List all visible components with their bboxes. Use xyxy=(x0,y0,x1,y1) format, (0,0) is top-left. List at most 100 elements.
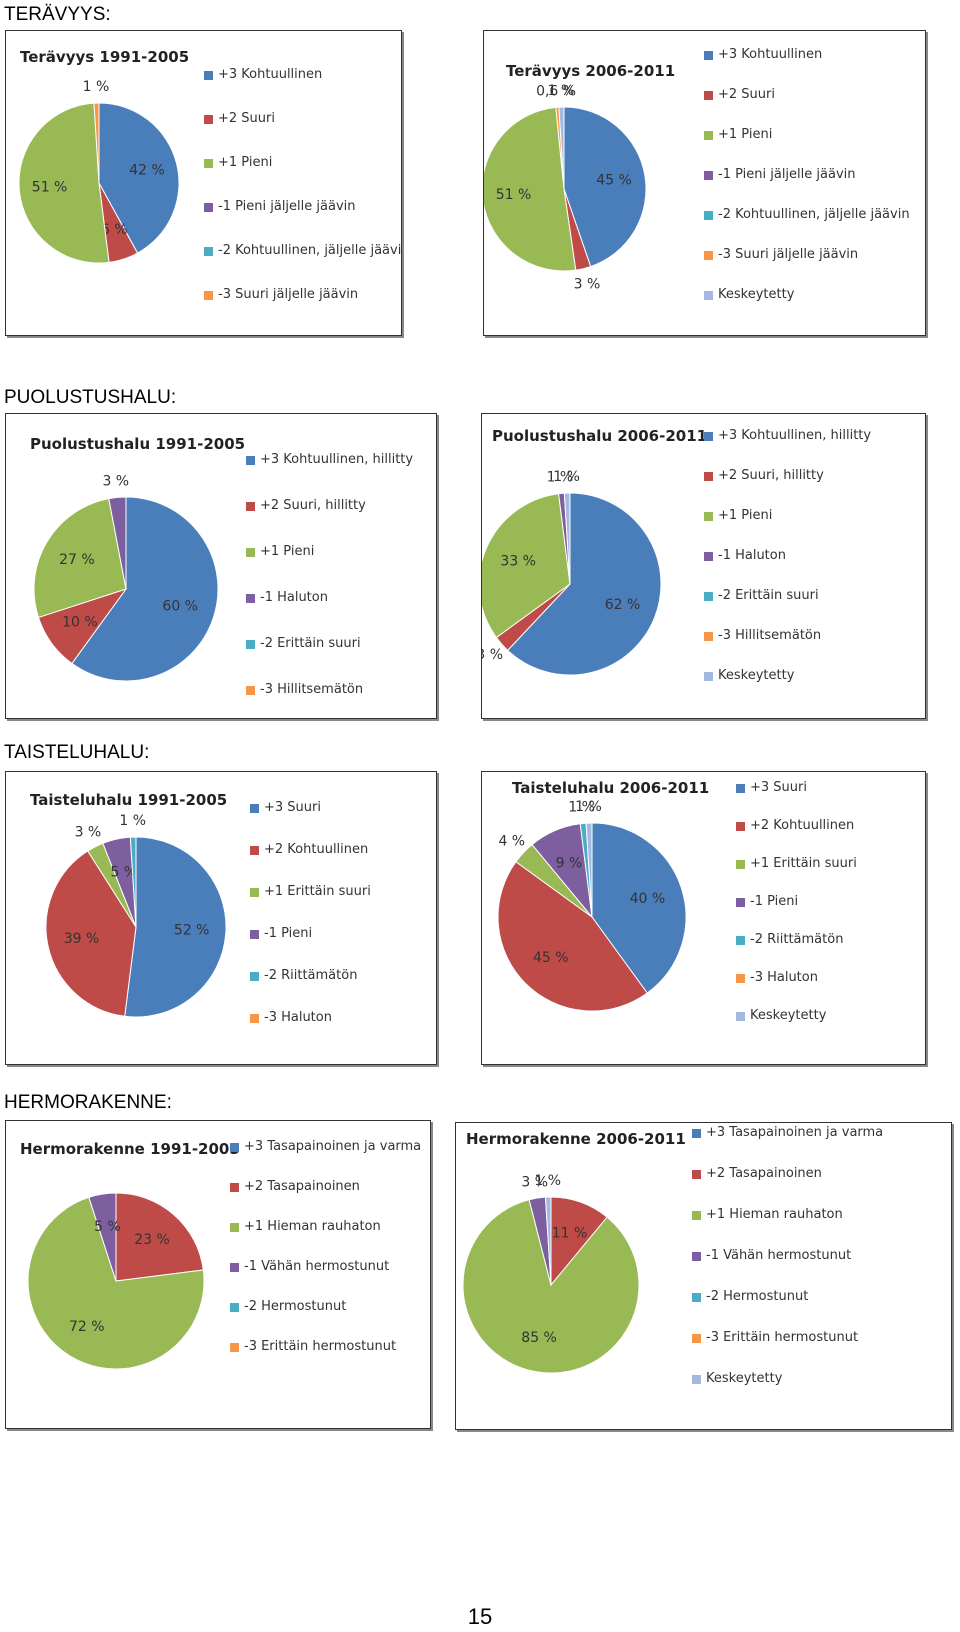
chart-title: Hermorakenne 2006-2011 xyxy=(466,1130,686,1148)
legend-swatch xyxy=(704,432,713,441)
legend-swatch xyxy=(250,930,259,939)
legend-label: -2 Hermostunut xyxy=(244,1299,346,1314)
legend-label: +3 Suuri xyxy=(264,800,321,815)
legend-label: +2 Tasapainoinen xyxy=(244,1179,360,1194)
data-label: 39 % xyxy=(64,931,100,947)
legend-swatch xyxy=(246,594,255,603)
pie-slice xyxy=(27,1196,205,1370)
legend-swatch xyxy=(246,640,255,649)
legend-swatch xyxy=(230,1303,239,1312)
pie-slice xyxy=(18,102,110,264)
legend-label: +2 Suuri xyxy=(218,111,275,126)
data-label: 10 % xyxy=(62,615,98,631)
legend-label: +2 Kohtuullinen xyxy=(264,842,368,857)
legend-swatch xyxy=(250,804,259,813)
data-label: 11 % xyxy=(552,1226,588,1242)
pie-svg: Terävyys 2006-2011 45 % 3 % 51 % 0,6 %1 % +3 … xyxy=(484,47,910,302)
legend-label: -1 Vähän hermostunut xyxy=(244,1259,389,1274)
legend-label: -1 Vähän hermostunut xyxy=(706,1248,851,1263)
legend-label: -1 Haluton xyxy=(260,590,328,605)
legend-swatch xyxy=(692,1170,701,1179)
pie-svg: Hermorakenne 2006-2011 11 % 85 % 3 %1 % +3 T… xyxy=(462,1125,883,1386)
legend-label: +3 Tasapainoinen ja varma xyxy=(706,1125,883,1140)
legend-swatch xyxy=(704,472,713,481)
section-title-taisteluhalu: TAISTELUHALU: xyxy=(4,742,150,763)
legend-swatch xyxy=(250,846,259,855)
legend-label: +1 Pieni xyxy=(718,127,772,142)
chart-teravyys-1991-2005: Terävyys 1991-2005 42 % 6 % 51 % 1 % +3 Kohtu… xyxy=(5,30,402,336)
legend-label: -1 Pieni jäljelle jäävin xyxy=(218,199,355,214)
data-label: 1 % xyxy=(568,800,595,816)
pie-slice xyxy=(558,106,565,190)
data-label: 45 % xyxy=(533,950,569,966)
legend-swatch xyxy=(692,1334,701,1343)
pie-svg: Taisteluhalu 2006-2011 40 % 45 % 4 % 9 % 1 %1… xyxy=(497,779,857,1023)
data-label: 72 % xyxy=(69,1319,105,1335)
pie-slice xyxy=(482,493,571,639)
data-label: 27 % xyxy=(59,552,95,568)
data-label: 51 % xyxy=(496,187,532,203)
legend-label: Keskeytetty xyxy=(718,668,795,683)
legend-swatch xyxy=(230,1223,239,1232)
chart-puolustushalu-2006-2011: Puolustushalu 2006-2011 62 % 3 % 33 % 1 %1 %… xyxy=(481,413,926,719)
pie-svg: Puolustushalu 1991-2005 60 % 10 % 27 % 3 % +3… xyxy=(30,435,413,697)
legend-label: -3 Suuri jäljelle jäävin xyxy=(218,287,358,302)
legend-label: +1 Pieni xyxy=(218,155,272,170)
legend-label: -3 Haluton xyxy=(264,1010,332,1025)
pie-slice xyxy=(563,106,647,268)
legend-swatch xyxy=(736,898,745,907)
data-label: 62 % xyxy=(605,597,641,613)
data-label: 23 % xyxy=(134,1232,170,1248)
data-label: 1 % xyxy=(83,79,110,95)
pie-slice xyxy=(484,106,577,272)
legend-label: -3 Hillitsemätön xyxy=(718,628,821,643)
legend-swatch xyxy=(736,936,745,945)
legend-label: -1 Pieni jäljelle jäävin xyxy=(718,167,855,182)
pie-svg: Hermorakenne 1991-2005 23 % 72 % 5 % +3 Tasa… xyxy=(20,1139,421,1370)
data-label: 51 % xyxy=(32,180,68,196)
pie-slice xyxy=(563,492,571,585)
legend-swatch xyxy=(736,974,745,983)
legend-swatch xyxy=(704,672,713,681)
pie-slice xyxy=(585,822,593,918)
pie-slice xyxy=(98,102,180,254)
legend-label: +2 Suuri, hillitty xyxy=(718,468,824,483)
legend-swatch xyxy=(230,1343,239,1352)
chart-puolustushalu-1991-2005: Puolustushalu 1991-2005 60 % 10 % 27 % 3 % +3… xyxy=(5,413,437,719)
data-label: 33 % xyxy=(500,554,536,570)
legend-swatch xyxy=(246,548,255,557)
pie-slice xyxy=(88,1192,117,1282)
legend-swatch xyxy=(204,71,213,80)
legend-swatch xyxy=(704,592,713,601)
data-label: 60 % xyxy=(162,599,198,615)
pie-slice xyxy=(497,861,648,1012)
pie-slice xyxy=(108,496,127,590)
legend-label: -3 Hillitsemätön xyxy=(260,682,363,697)
data-label: 5 % xyxy=(94,1219,121,1235)
legend-swatch xyxy=(704,251,713,260)
chart-title: Puolustushalu 2006-2011 xyxy=(492,427,707,445)
pie-svg: Taisteluhalu 1991-2005 52 % 39 % 3 % 5 % 1 % +… xyxy=(30,791,371,1025)
legend-label: +2 Suuri, hillitty xyxy=(260,498,366,513)
legend-label: +2 Kohtuullinen xyxy=(750,818,854,833)
legend-swatch xyxy=(692,1129,701,1138)
legend-swatch xyxy=(692,1211,701,1220)
legend-label: Keskeytetty xyxy=(750,1008,827,1023)
legend-swatch xyxy=(204,203,213,212)
legend-swatch xyxy=(736,860,745,869)
pie-slice xyxy=(129,836,137,928)
legend-label: -2 Hermostunut xyxy=(706,1289,808,1304)
legend-swatch xyxy=(246,686,255,695)
legend-swatch xyxy=(704,552,713,561)
legend-swatch xyxy=(692,1375,701,1384)
legend-swatch xyxy=(704,211,713,220)
legend-label: +3 Kohtuullinen xyxy=(718,47,822,62)
chart-hermorakenne-1991-2005: Hermorakenne 1991-2005 23 % 72 % 5 % +3 Tasa… xyxy=(5,1120,431,1429)
pie-slice xyxy=(124,836,227,1018)
legend-swatch xyxy=(204,115,213,124)
chart-title: Taisteluhalu 2006-2011 xyxy=(512,779,709,797)
legend-label: -1 Pieni xyxy=(264,926,312,941)
data-label: 42 % xyxy=(129,163,165,179)
legend-label: -1 Haluton xyxy=(718,548,786,563)
legend-swatch xyxy=(204,247,213,256)
